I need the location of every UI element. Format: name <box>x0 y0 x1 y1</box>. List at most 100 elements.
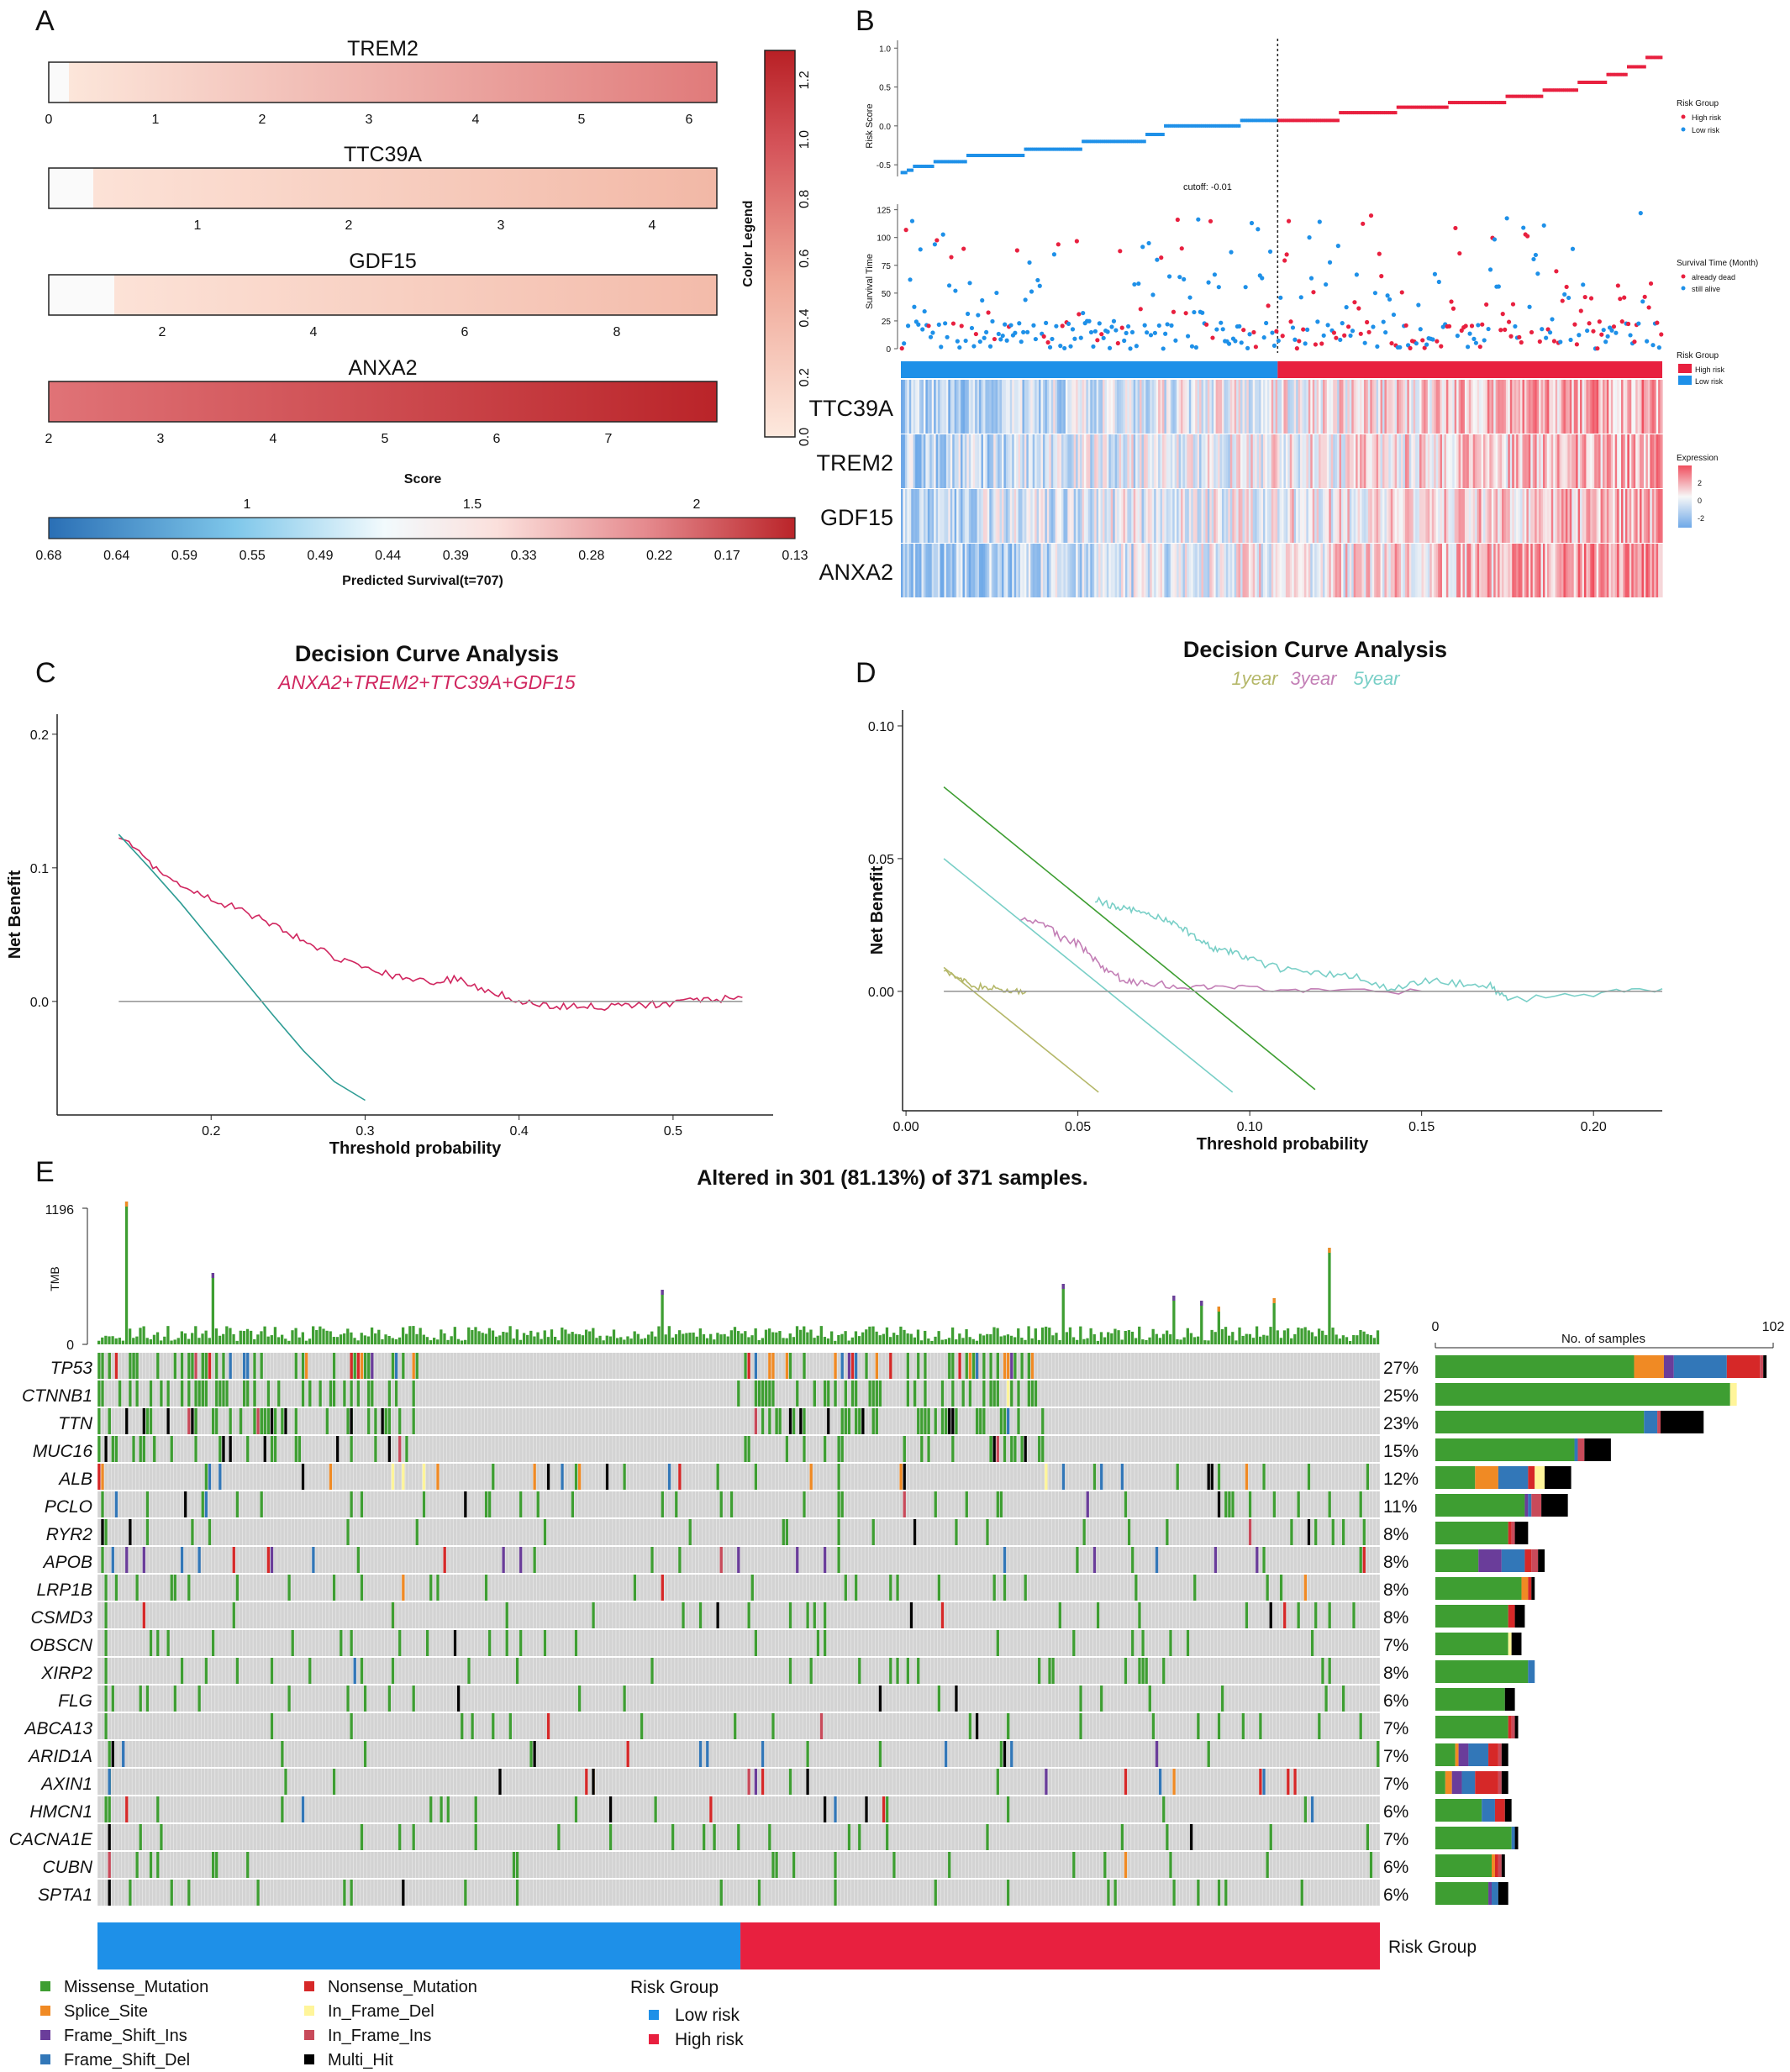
heatmap-cell <box>1306 380 1309 434</box>
mutation-cell <box>965 1353 968 1379</box>
heatmap-cell <box>1561 434 1565 488</box>
mutation-cell <box>823 1380 827 1407</box>
heatmap-cell <box>1032 434 1035 488</box>
mutation-cell <box>1259 1769 1262 1795</box>
heatmap-cell <box>1154 489 1157 543</box>
tmb-bar <box>688 1333 692 1344</box>
heatmap-cell <box>1181 434 1184 488</box>
bar-tick-label: 2 <box>259 113 266 127</box>
heatmap-cell <box>1573 489 1577 543</box>
survival-point <box>1033 336 1038 342</box>
heatmap-cell <box>1067 544 1071 597</box>
heatmap-cell <box>968 489 971 543</box>
risk-score-point <box>940 160 943 164</box>
tmb-bar <box>543 1330 546 1344</box>
mutation-cell <box>795 1547 799 1573</box>
tmb-bar <box>919 1340 924 1344</box>
mutation-cell <box>754 1630 758 1656</box>
survival-point <box>1155 257 1160 262</box>
heatmap-cell <box>1448 544 1451 597</box>
heatmap-cell <box>1374 434 1377 488</box>
mutation-cell <box>350 1713 353 1739</box>
heatmap-cell <box>1039 434 1042 488</box>
risk-legend-title: Risk Group <box>1677 99 1719 108</box>
heatmap-cell <box>1083 489 1087 543</box>
mutation-cell <box>266 1380 271 1407</box>
heatmap-cell <box>1440 544 1443 597</box>
risk-score-point <box>1408 105 1412 109</box>
chart-subtitle: ANXA2+TREM2+TTC39A+GDF15 <box>276 671 576 693</box>
heatmap-cell <box>935 544 939 597</box>
tmb-bar <box>892 1333 896 1344</box>
mutation-cell <box>937 1685 941 1712</box>
heatmap-cell <box>1036 434 1040 488</box>
mutation-cell <box>1037 1436 1041 1462</box>
tmb-bar <box>764 1329 768 1344</box>
risk-score-point <box>1593 80 1598 84</box>
heatmap-cell <box>1077 544 1081 597</box>
risk-score-point <box>1462 101 1466 105</box>
risk-score-point <box>1487 101 1490 105</box>
mutation-cell <box>471 1713 474 1739</box>
survival-point <box>1560 298 1565 303</box>
mutation-cell <box>605 1464 609 1490</box>
heatmap-cell <box>1188 434 1192 488</box>
gene-label-ttn: TTN <box>58 1414 93 1433</box>
heatmap-cell <box>1003 489 1007 543</box>
heatmap-cell <box>1448 434 1451 488</box>
risk-score-point <box>1404 105 1408 109</box>
heatmap-cell <box>913 380 916 434</box>
tmb-bar <box>232 1333 235 1344</box>
mutation-cell <box>491 1464 495 1490</box>
heatmap-cell <box>1065 380 1068 434</box>
mutation-cell <box>823 1796 827 1822</box>
risk-score-point <box>1382 111 1385 115</box>
risk-score-point <box>1124 139 1128 144</box>
gene-label-ctnnb1: CTNNB1 <box>22 1386 92 1406</box>
risk-score-point <box>1234 124 1237 128</box>
sample-count-segment <box>1435 1854 1492 1877</box>
survival-point <box>1352 300 1357 305</box>
heatmap-cell <box>1528 380 1531 434</box>
heatmap-cell <box>1110 544 1113 597</box>
mutation-cell <box>381 1408 384 1434</box>
risk-score-point <box>1192 124 1196 128</box>
tmb-bar <box>1141 1339 1145 1344</box>
heatmap-cell <box>1462 544 1466 597</box>
risk-score-point <box>1219 124 1223 128</box>
risk-score-point <box>1410 105 1414 109</box>
heatmap-cell <box>1623 489 1626 543</box>
tmb-bar <box>440 1329 443 1344</box>
heatmap-cell <box>1076 489 1079 543</box>
tmb-bar <box>592 1328 595 1344</box>
heatmap-cell <box>940 489 943 543</box>
mutation-cell <box>1169 1852 1172 1878</box>
tmb-bar <box>1297 1327 1300 1344</box>
heatmap-cell <box>950 434 953 488</box>
mutation-cell <box>211 1852 215 1878</box>
heatmap-cell <box>1489 544 1493 597</box>
mutation-cell <box>487 1630 492 1656</box>
heatmap-cell <box>995 489 998 543</box>
risk-score-point <box>1639 65 1642 69</box>
survival-point <box>1547 330 1553 335</box>
mutation-cell <box>121 1741 125 1767</box>
tmb-bar <box>830 1331 834 1344</box>
heatmap-cell <box>1117 434 1120 488</box>
oncoplot-row-bg <box>97 1685 1380 1712</box>
mutation-cell <box>1231 1491 1235 1517</box>
heatmap-cell <box>1569 544 1572 597</box>
mutation-cell <box>896 1658 899 1684</box>
heatmap-cell <box>1640 434 1643 488</box>
mutation-cell <box>370 1380 374 1407</box>
mutation-cell <box>1362 1547 1366 1573</box>
tmb-bar <box>405 1333 408 1344</box>
heatmap-cell <box>1209 380 1213 434</box>
heatmap-cell <box>1049 380 1052 434</box>
mutation-cell <box>515 1658 519 1684</box>
tmb-bar <box>1079 1326 1082 1344</box>
heatmap-cell <box>1201 544 1204 597</box>
bar-tick-label: 5 <box>382 432 389 446</box>
mutation-cell <box>1352 1602 1356 1628</box>
mutation-cell <box>823 1436 827 1462</box>
